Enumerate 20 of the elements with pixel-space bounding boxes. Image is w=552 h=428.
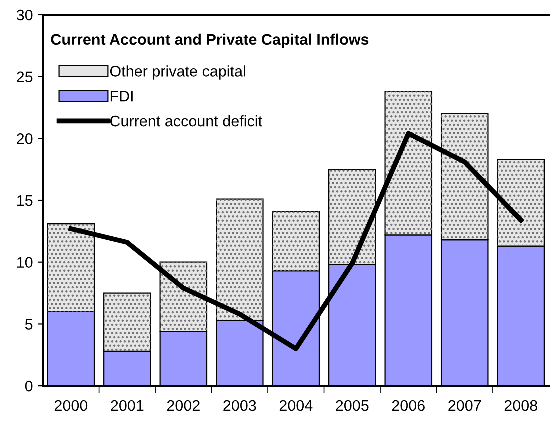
x-tick-label: 2005 [336,400,369,412]
legend-label: Current account deficit [110,115,262,127]
x-tick-label: 2003 [224,400,256,412]
legend-label: FDI [110,91,133,102]
y-tick-label: 10 [18,257,33,268]
x-tick-label: 2006 [392,400,425,412]
x-tick-label: 2002 [167,400,200,412]
x-tick-label: 2007 [448,400,482,412]
x-tick-label: 2001 [111,400,144,412]
y-tick-label: 5 [25,319,33,330]
x-tick-label: 2004 [280,400,313,412]
y-tick-label: 30 [16,10,33,21]
y-tick-label: 25 [17,72,33,83]
y-tick-label: 0 [25,380,33,392]
x-tick-label: 2000 [54,400,88,412]
legend-label: Other private capital [110,66,246,80]
x-tick-label: 2008 [504,400,538,412]
text: Current Account and Private Capital Inflows [51,34,369,48]
y-tick-label: 20 [17,134,33,144]
y-tick-label: 15 [18,196,33,206]
